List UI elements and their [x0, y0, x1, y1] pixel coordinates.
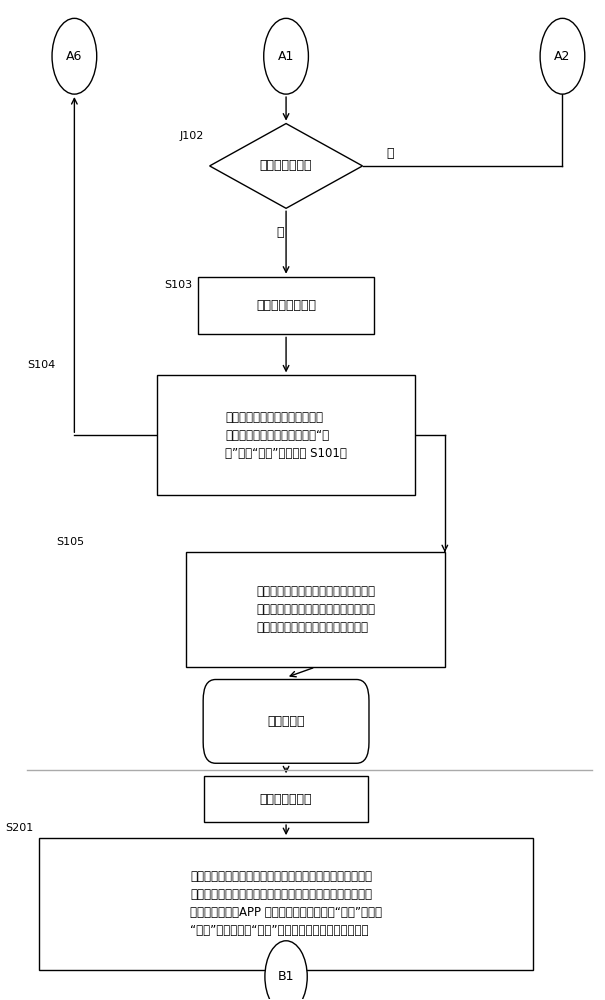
Text: 故障处置步骤：向人机界面的故障提示
单元发出故障提示信息，系统锁止，直
到故障排除，系统复位，重新运行。: 故障处置步骤：向人机界面的故障提示 单元发出故障提示信息，系统锁止，直 到故障排…: [256, 585, 375, 634]
Circle shape: [540, 18, 585, 94]
Circle shape: [52, 18, 97, 94]
Text: J102: J102: [179, 131, 204, 141]
FancyBboxPatch shape: [198, 277, 374, 334]
Text: S104: S104: [27, 360, 56, 370]
Text: 是否存在故障？: 是否存在故障？: [260, 159, 312, 172]
Text: 进入正常的人机界面的操作界面
扫描状态，处理使用者确认的“还
车”或者“用车”操作，转 S101。: 进入正常的人机界面的操作界面 扫描状态，处理使用者确认的“还 车”或者“用车”操…: [225, 411, 347, 460]
Text: 设施初始化完成。: 设施初始化完成。: [256, 299, 316, 312]
Text: B1: B1: [278, 970, 294, 983]
FancyBboxPatch shape: [204, 776, 368, 822]
Text: 是: 是: [386, 147, 393, 160]
Polygon shape: [209, 124, 362, 208]
Text: 使用者驾驶车辆进入车库出入车层的外面车道区域，停好车
辆，然后在人机界面的操作界面（包括直接按键或者扫描识
别码、运行手机APP 之后的按键操作）操作“还车”按: 使用者驾驶车辆进入车库出入车层的外面车道区域，停好车 辆，然后在人机界面的操作界…: [190, 870, 382, 937]
Text: S201: S201: [5, 823, 33, 833]
Text: A2: A2: [554, 50, 571, 63]
Text: S103: S103: [164, 280, 192, 290]
Text: 否: 否: [276, 226, 284, 239]
Text: S105: S105: [57, 537, 85, 547]
Text: 使用者还车程序: 使用者还车程序: [260, 793, 312, 806]
FancyBboxPatch shape: [39, 838, 533, 970]
FancyBboxPatch shape: [186, 552, 445, 667]
FancyBboxPatch shape: [203, 680, 369, 763]
FancyBboxPatch shape: [157, 375, 416, 495]
Circle shape: [265, 941, 307, 1000]
Circle shape: [264, 18, 309, 94]
Text: A6: A6: [66, 50, 82, 63]
Text: 主程序终止: 主程序终止: [267, 715, 305, 728]
Text: A1: A1: [278, 50, 294, 63]
